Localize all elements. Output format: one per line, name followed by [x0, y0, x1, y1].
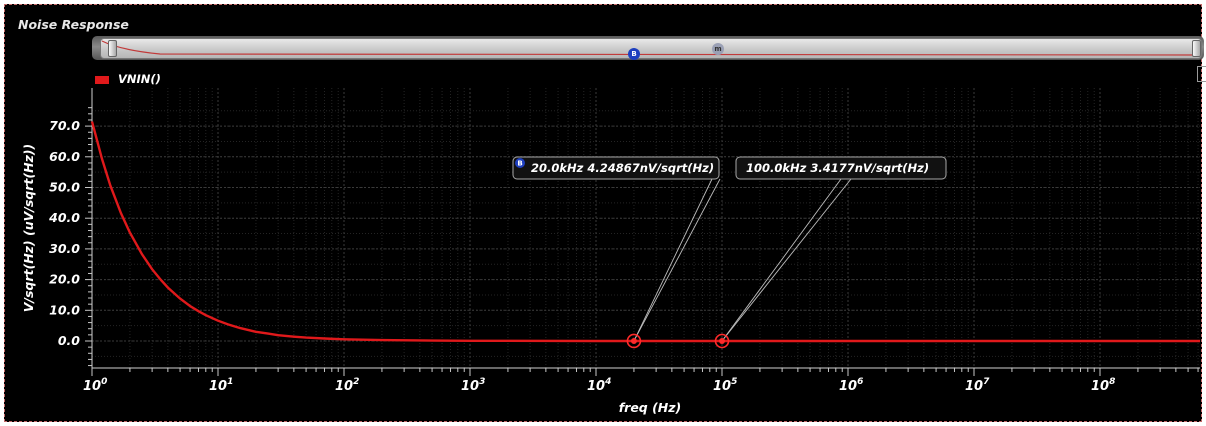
x-tick-label: 106	[839, 377, 863, 394]
y-tick-label: 70.0	[49, 118, 80, 133]
scrollbar-left-handle[interactable]	[108, 40, 117, 57]
marker-badge-letter: B	[517, 160, 522, 168]
scrollbar-marker-b[interactable]: B	[628, 48, 640, 60]
panel-title: Noise Response	[18, 17, 129, 32]
marker-leader-line	[721, 178, 842, 342]
marker-leader-line	[633, 178, 721, 342]
marker-point[interactable]	[714, 333, 730, 349]
marker-point-center	[630, 337, 637, 344]
x-tick-label: 108	[1091, 377, 1115, 394]
y-tick-label: 20.0	[49, 272, 80, 287]
y-tick-label: 30.0	[49, 241, 80, 256]
y-axis-title: V/sqrt(Hz) (uV/sqrt(Hz))	[21, 144, 36, 313]
panel-corner-control[interactable]	[1197, 66, 1206, 82]
marker-callout-box[interactable]	[735, 156, 947, 180]
marker-callout-box[interactable]	[512, 156, 720, 180]
y-tick-label: 60.0	[49, 149, 80, 164]
y-tick-label: 10.0	[49, 302, 80, 317]
waveform-panel: Noise Response	[4, 4, 1202, 422]
marker-callout-label: 20.0kHz 4.24867nV/sqrt(Hz)	[531, 161, 714, 175]
legend-color-swatch	[95, 76, 109, 84]
y-tick-label: 40.0	[48, 210, 80, 225]
marker-callout-label: 100.0kHz 3.4177nV/sqrt(Hz)	[746, 161, 929, 175]
marker-leader-line	[633, 178, 713, 342]
x-tick-label: 102	[335, 377, 359, 394]
scrollbar-right-handle[interactable]	[1192, 40, 1201, 57]
x-tick-label: 103	[461, 377, 485, 394]
scrollbar-marker-m[interactable]: m	[712, 43, 724, 55]
x-tick-label: 100	[83, 377, 107, 394]
marker-badge-icon	[515, 158, 525, 168]
marker-point-center	[719, 337, 725, 344]
y-tick-label: 50.0	[49, 180, 80, 195]
x-tick-label: 107	[965, 377, 990, 394]
scrollbar-preview-trace	[101, 40, 1199, 56]
x-tick-label: 101	[209, 377, 233, 394]
x-tick-label: 104	[587, 377, 611, 394]
x-tick-label: 105	[713, 377, 737, 394]
marker-point[interactable]	[626, 333, 642, 349]
y-tick-label: 0.0	[58, 333, 80, 348]
series-line-vnin	[90, 121, 1200, 343]
legend-label: VNIN()	[118, 72, 161, 86]
x-axis-title: freq (Hz)	[619, 400, 682, 415]
marker-leader-line	[721, 178, 852, 342]
